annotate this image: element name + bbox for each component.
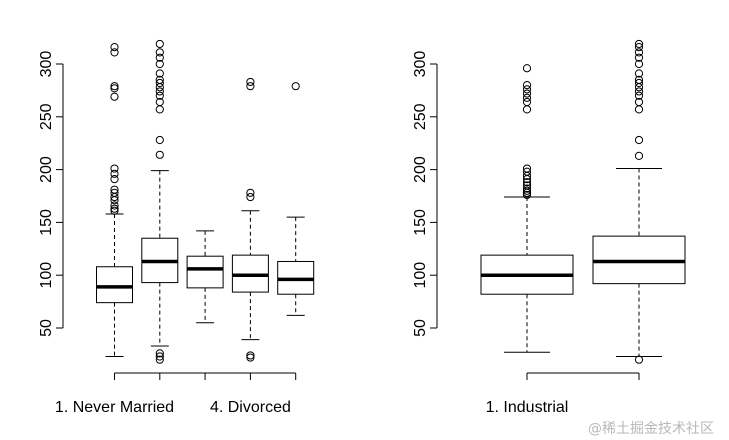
outlier-point (634, 53, 644, 62)
outlier-point (110, 204, 119, 213)
y-tick-label: 200 (412, 156, 429, 183)
outlier-point (522, 64, 532, 73)
outlier-point (634, 135, 644, 145)
outlier-point (522, 89, 532, 98)
outlier-point (110, 201, 119, 210)
y-tick-label: 100 (412, 262, 429, 289)
y-tick-label: 100 (38, 262, 55, 289)
outlier-point (634, 78, 644, 88)
outlier-point (246, 192, 255, 202)
outlier-point (522, 167, 532, 176)
y-tick-label: 50 (38, 319, 55, 337)
outlier-point (110, 169, 119, 178)
outlier-point (110, 188, 119, 197)
outlier-point (110, 206, 119, 215)
outlier-point (110, 43, 119, 52)
outlier-point (155, 83, 164, 92)
y-tick-label: 250 (38, 103, 55, 130)
outlier-point (155, 69, 164, 78)
outlier-point (155, 91, 164, 100)
outlier-point (522, 164, 532, 173)
outlier-point (246, 82, 255, 91)
y-tick-label: 150 (38, 209, 55, 236)
box (186, 255, 224, 289)
outlier-point (634, 105, 644, 114)
outlier-point (522, 93, 532, 102)
outlier-point (155, 75, 164, 84)
outlier-point (522, 97, 532, 107)
outlier-point (155, 78, 164, 88)
outlier-point (110, 48, 119, 57)
outlier-point (246, 353, 255, 362)
outlier-point (155, 87, 164, 96)
y-tick-label: 50 (412, 319, 429, 337)
outlier-point (291, 82, 300, 91)
outlier-point (522, 186, 532, 195)
y-tick-label: 300 (412, 51, 429, 78)
outlier-point (155, 39, 164, 49)
outlier-point (522, 181, 532, 190)
outlier-point (634, 83, 644, 92)
outlier-point (246, 351, 255, 360)
watermark-text: @稀土掘金技术社区 (588, 421, 714, 437)
outlier-point (522, 190, 532, 200)
y-tick-label: 150 (412, 209, 429, 236)
outlier-point (634, 87, 644, 96)
outlier-point (110, 164, 119, 173)
outlier-point (246, 188, 255, 197)
outlier-point (155, 135, 164, 145)
y-tick-label: 200 (38, 156, 55, 183)
outlier-point (110, 82, 119, 91)
outlier-point (155, 355, 164, 364)
outlier-point (522, 85, 532, 94)
outlier-point (155, 97, 164, 107)
outlier-point (155, 105, 164, 114)
box (96, 266, 133, 304)
outlier-point (522, 184, 532, 193)
x-tick-label: 1. Industrial (486, 399, 569, 416)
outlier-point (522, 178, 532, 187)
outlier-point (155, 48, 164, 57)
outlier-point (634, 48, 644, 57)
outlier-point (155, 150, 164, 159)
outlier-point (634, 97, 644, 107)
outlier-point (155, 59, 164, 69)
outlier-point (634, 43, 644, 52)
outlier-point (110, 84, 119, 93)
outlier-point (110, 92, 119, 101)
outlier-point (522, 81, 532, 90)
outlier-point (634, 39, 644, 49)
x-tick-label: 4. Divorced (210, 399, 291, 416)
outlier-point (634, 69, 644, 78)
outlier-point (246, 77, 255, 87)
outlier-point (634, 59, 644, 69)
outlier-point (155, 53, 164, 62)
outlier-point (110, 175, 119, 184)
outlier-point (110, 185, 119, 194)
outlier-point (634, 91, 644, 100)
outlier-point (155, 352, 164, 361)
x-tick-label: 1. Never Married (55, 399, 174, 416)
outlier-point (634, 355, 644, 364)
outlier-point (634, 75, 644, 84)
y-tick-label: 250 (412, 103, 429, 130)
outlier-point (634, 151, 644, 160)
y-tick-label: 300 (38, 51, 55, 78)
outlier-point (155, 349, 164, 358)
outlier-point (522, 105, 532, 114)
